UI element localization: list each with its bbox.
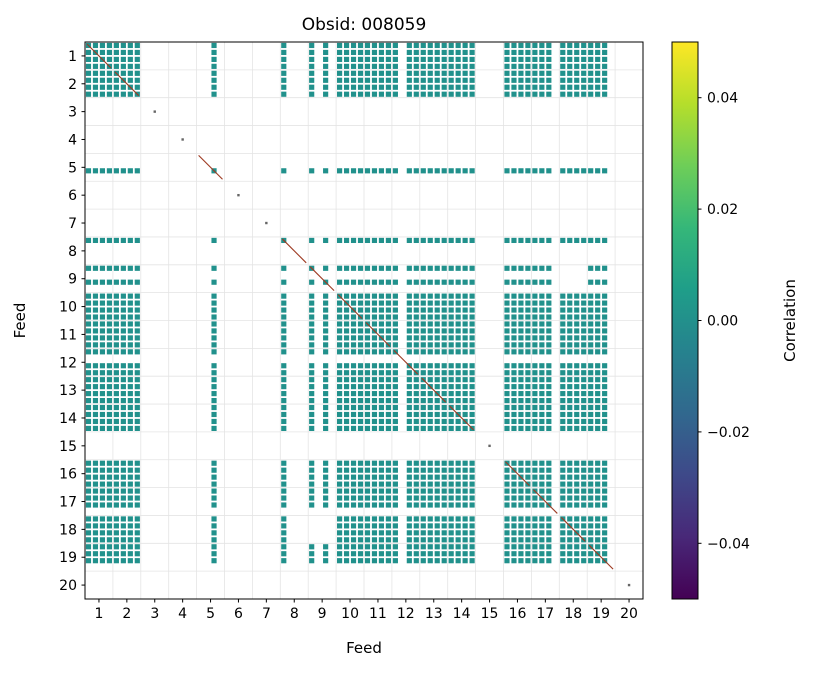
svg-text:20: 20 <box>620 606 638 622</box>
svg-text:4: 4 <box>178 606 187 622</box>
svg-text:4: 4 <box>68 133 77 149</box>
heatmap-cells <box>85 42 608 564</box>
svg-text:15: 15 <box>59 439 77 455</box>
svg-text:8: 8 <box>68 244 77 260</box>
y-axis-label: Feed <box>11 303 29 339</box>
svg-text:8: 8 <box>290 606 299 622</box>
svg-text:15: 15 <box>481 606 499 622</box>
colorbar-tick-label: 0.04 <box>707 91 738 107</box>
svg-text:9: 9 <box>68 272 77 288</box>
x-axis-label: Feed <box>346 639 382 657</box>
x-axis-ticks: 1 2 3 4 5 6 7 8 9 10 11 12 13 14 15 16 17 18 19 20 <box>95 599 638 622</box>
colorbar-tick-label: −0.04 <box>707 536 750 552</box>
svg-text:6: 6 <box>68 188 77 204</box>
svg-text:12: 12 <box>397 606 415 622</box>
svg-text:17: 17 <box>59 495 77 511</box>
svg-text:6: 6 <box>234 606 243 622</box>
svg-text:10: 10 <box>341 606 359 622</box>
svg-text:19: 19 <box>592 606 610 622</box>
svg-text:5: 5 <box>206 606 215 622</box>
diagonal-line <box>86 43 631 587</box>
svg-text:18: 18 <box>59 522 77 538</box>
svg-text:2: 2 <box>122 606 131 622</box>
svg-text:14: 14 <box>59 411 77 427</box>
colorbar-label: Correlation <box>781 279 799 362</box>
svg-text:18: 18 <box>564 606 582 622</box>
colorbar-tick-label: 0.00 <box>707 314 738 330</box>
svg-text:5: 5 <box>68 160 77 176</box>
svg-text:1: 1 <box>95 606 104 622</box>
svg-text:16: 16 <box>59 467 77 483</box>
svg-text:19: 19 <box>59 550 77 566</box>
svg-text:7: 7 <box>262 606 271 622</box>
svg-text:16: 16 <box>509 606 527 622</box>
svg-text:13: 13 <box>59 383 77 399</box>
colorbar-gradient <box>671 41 699 600</box>
svg-text:11: 11 <box>59 327 77 343</box>
svg-text:1: 1 <box>68 49 77 65</box>
grid-lines <box>85 42 643 599</box>
plot-frame <box>84 41 644 600</box>
svg-text:17: 17 <box>536 606 554 622</box>
svg-text:9: 9 <box>318 606 327 622</box>
svg-text:13: 13 <box>425 606 443 622</box>
colorbar-tick-label: −0.02 <box>707 425 750 441</box>
svg-text:11: 11 <box>369 606 387 622</box>
svg-text:3: 3 <box>150 606 159 622</box>
generated-chart-content: 1 2 3 4 5 6 7 8 9 10 11 12 13 14 15 16 17 18 19 20123456789… <box>59 41 750 622</box>
colorbar: 0.04 0.02 0.00 −0.02 −0.04 <box>671 41 750 600</box>
svg-text:2: 2 <box>68 77 77 93</box>
svg-text:7: 7 <box>68 216 77 232</box>
svg-text:3: 3 <box>68 105 77 121</box>
svg-text:12: 12 <box>59 355 77 371</box>
svg-text:10: 10 <box>59 300 77 316</box>
colorbar-tick-label: 0.02 <box>707 202 738 218</box>
svg-text:20: 20 <box>59 578 77 594</box>
chart-title: Obsid: 008059 <box>302 15 427 35</box>
svg-text:14: 14 <box>453 606 471 622</box>
